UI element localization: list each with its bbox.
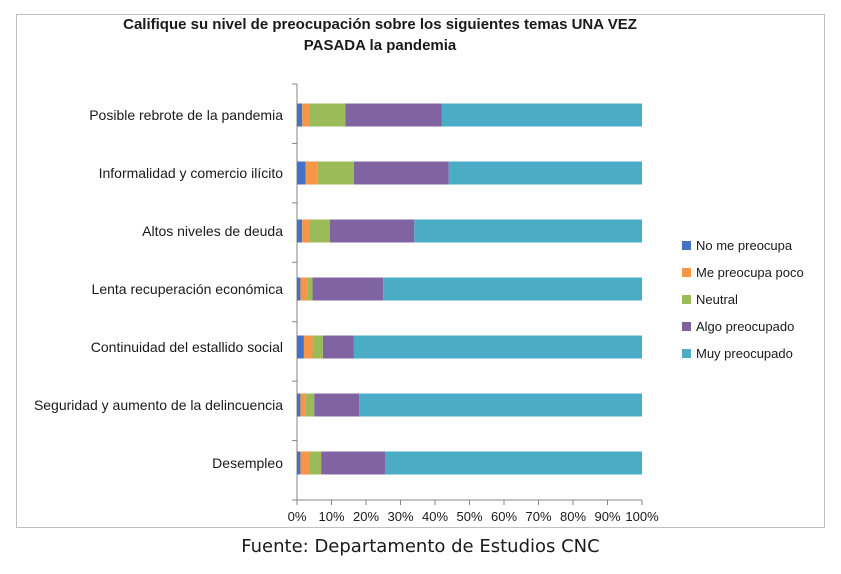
bar-segment — [384, 451, 642, 475]
bar-segment — [300, 393, 306, 417]
x-tick-labels: 0% 10% 20% 30% 40% 50% 60% 70% 80% 90% 100% — [288, 509, 659, 524]
bar-segment — [297, 219, 303, 243]
category-labels: Posible rebrote de la pandemia Informalid… — [34, 107, 283, 471]
bars-layer — [297, 103, 642, 475]
bar-segment — [414, 219, 642, 243]
legend-label: Muy preocupado — [696, 346, 793, 361]
bar-segment — [300, 451, 310, 475]
chart-title: Califique su nivel de preocupación sobre… — [123, 16, 637, 54]
legend-swatch — [682, 295, 691, 304]
legend-swatch — [682, 241, 691, 250]
category-label: Lenta recuperación económica — [92, 281, 284, 297]
bar-segment — [307, 277, 313, 301]
bar-segment — [353, 335, 642, 359]
x-tick-label: 80% — [560, 509, 586, 524]
x-tick-label: 100% — [625, 509, 659, 524]
x-tick-label: 30% — [387, 509, 413, 524]
bar-segment — [297, 335, 304, 359]
category-label: Altos niveles de deuda — [142, 223, 283, 239]
bar-segment — [383, 277, 642, 301]
bar-segment — [359, 393, 642, 417]
legend-label: Algo preocupado — [696, 319, 794, 334]
category-label: Continuidad del estallido social — [91, 339, 283, 355]
bar-segment — [300, 277, 308, 301]
category-label: Seguridad y aumento de la delincuencia — [34, 397, 283, 413]
bar-segment — [303, 335, 313, 359]
bar-segment — [297, 103, 303, 127]
bar-segment — [345, 103, 442, 127]
x-tick-label: 70% — [525, 509, 551, 524]
bar-segment — [302, 219, 310, 243]
bar-segment — [312, 335, 323, 359]
bar-segment — [322, 335, 354, 359]
category-label: Desempleo — [212, 455, 283, 471]
x-tick-label: 50% — [456, 509, 482, 524]
legend-swatch — [682, 322, 691, 331]
bar-segment — [309, 103, 346, 127]
bar-segment — [297, 451, 301, 475]
legend-label: Me preocupa poco — [696, 265, 804, 280]
legend-swatch — [682, 268, 691, 277]
bar-segment — [297, 277, 301, 301]
legend: No me preocupa Me preocupa poco Neutral Alg… — [682, 238, 804, 361]
source-note: Fuente: Departamento de Estudios CNC — [241, 536, 600, 557]
legend-label: No me preocupa — [696, 238, 793, 253]
bar-segment — [305, 393, 315, 417]
bar-segment — [321, 451, 385, 475]
x-tick-label: 0% — [288, 509, 307, 524]
bar-segment — [309, 451, 322, 475]
bar-segment — [312, 277, 384, 301]
bar-segment — [441, 103, 642, 127]
bar-segment — [297, 161, 306, 185]
x-tick-label: 20% — [353, 509, 379, 524]
bar-segment — [305, 161, 318, 185]
legend-swatch — [682, 349, 691, 358]
bar-segment — [448, 161, 642, 185]
bar-segment — [317, 161, 354, 185]
axis-layer — [292, 83, 643, 505]
x-tick-label: 90% — [594, 509, 620, 524]
category-label: Posible rebrote de la pandemia — [89, 107, 283, 123]
bar-segment — [302, 103, 310, 127]
bar-segment — [329, 219, 415, 243]
category-label: Informalidad y comercio ilícito — [99, 165, 284, 181]
x-tick-label: 10% — [318, 509, 344, 524]
x-tick-label: 40% — [422, 509, 448, 524]
bar-segment — [353, 161, 449, 185]
bar-segment — [309, 219, 330, 243]
bar-segment — [297, 393, 301, 417]
x-tick-label: 60% — [491, 509, 517, 524]
legend-label: Neutral — [696, 292, 738, 307]
bar-segment — [314, 393, 360, 417]
